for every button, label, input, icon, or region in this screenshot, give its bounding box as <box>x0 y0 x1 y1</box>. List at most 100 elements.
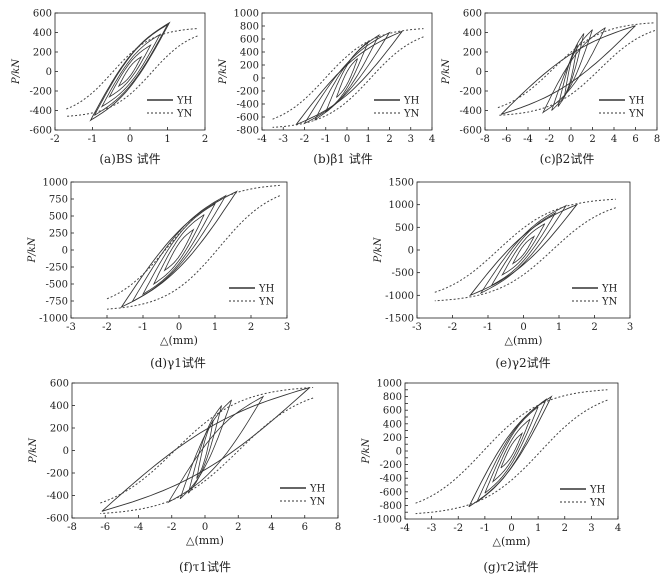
y-axis-label: P/kN <box>218 58 229 85</box>
x-tick-label: -1 <box>480 523 490 534</box>
x-tick-label: -2 <box>167 522 177 533</box>
series-YH-loop <box>89 21 171 122</box>
y-tick-label: 0 <box>46 67 52 78</box>
y-tick-label: 400 <box>463 28 482 39</box>
y-tick-label: 200 <box>383 433 402 444</box>
x-tick-label: -3 <box>427 523 437 534</box>
plot-frame <box>70 181 288 319</box>
x-tick-label: 0 <box>202 522 208 533</box>
x-tick-label: -2 <box>300 134 310 145</box>
x-tick-label: -1 <box>483 322 493 333</box>
y-tick-label: 0 <box>253 74 259 85</box>
x-tick-label: 0 <box>127 134 133 145</box>
y-tick-label: 0 <box>62 246 68 257</box>
panel-f: -8 -6 -4 -2 0 2 4 6 8 -600 -400 -200 0 200 400 600 P/kN △… <box>28 379 341 575</box>
y-tick-label: 800 <box>240 22 259 33</box>
x-axis-label: △(mm) <box>493 535 531 548</box>
y-tick-label: 600 <box>240 35 259 46</box>
x-tick-label: 3 <box>408 134 414 145</box>
panel-caption: (g)τ2试件 <box>483 559 538 574</box>
series-YH-loop <box>108 44 152 98</box>
y-tick-label: 400 <box>33 28 52 39</box>
x-tick-label: -4 <box>134 522 144 533</box>
plot-frame <box>404 382 619 520</box>
panel-d: -3 -2 -1 0 1 2 3 -1000 -750 -500 -250 0 250 500 750 100… <box>27 178 290 371</box>
x-tick-label: 0 <box>520 322 526 333</box>
x-tick-label: -1 <box>321 134 331 145</box>
x-axis-label: △(mm) <box>505 334 543 347</box>
x-tick-label: 1 <box>212 322 218 333</box>
series-YH-loop <box>295 30 403 126</box>
series-YH-loop <box>152 214 205 286</box>
y-tick-label: 600 <box>383 406 402 417</box>
x-tick-label: 8 <box>654 134 660 145</box>
panel-caption: (c)β2试件 <box>540 151 595 166</box>
x-tick-label: -2 <box>448 322 458 333</box>
x-tick-label: 2 <box>589 134 595 145</box>
y-tick-label: -400 <box>30 106 52 117</box>
panel-caption: (b)β1 试件 <box>313 151 372 166</box>
x-tick-label: 0 <box>344 134 350 145</box>
y-tick-label: -500 <box>46 280 68 291</box>
series-YH-loop <box>120 190 238 309</box>
y-tick-label: -250 <box>46 263 68 274</box>
y-tick-label: -1000 <box>373 515 402 526</box>
series-YN-envelope <box>106 184 281 310</box>
y-tick-label: 1000 <box>43 178 68 189</box>
x-tick-label: 1 <box>535 523 541 534</box>
x-tick-label: 0 <box>176 322 182 333</box>
plot-frame <box>416 181 631 319</box>
y-tick-label: 0 <box>396 447 402 458</box>
x-tick-label: -8 <box>480 134 490 145</box>
y-tick-label: 400 <box>383 419 402 430</box>
y-tick-label: -500 <box>392 268 414 279</box>
legend-label: YN <box>309 497 326 508</box>
x-tick-label: 6 <box>632 134 638 145</box>
y-tick-label: 500 <box>395 223 414 234</box>
x-tick-label: 1 <box>556 322 562 333</box>
y-tick-label: -600 <box>380 487 402 498</box>
x-tick-label: 8 <box>335 522 341 533</box>
y-tick-label: -800 <box>380 501 402 512</box>
series-YH-loop <box>188 405 222 494</box>
y-tick-label: 1000 <box>234 9 259 20</box>
legend-label: YN <box>176 109 193 120</box>
plot-area <box>434 198 616 302</box>
y-tick-label: 250 <box>49 229 68 240</box>
series-YH-loop <box>500 25 636 115</box>
y-tick-label: 1000 <box>389 200 414 211</box>
y-tick-label: -400 <box>380 474 402 485</box>
series-YH-loop <box>541 27 606 114</box>
series-YN-envelope <box>434 198 616 302</box>
y-tick-label: -400 <box>460 106 482 117</box>
series-YH-loop <box>500 432 524 469</box>
x-tick-label: 1 <box>365 134 371 145</box>
x-tick-label: 4 <box>429 134 435 145</box>
y-tick-label: -1500 <box>385 314 414 325</box>
x-tick-label: -1 <box>88 134 98 145</box>
series-YH-loop <box>303 31 391 125</box>
y-tick-label: -600 <box>237 113 259 124</box>
series-YN-envelope <box>415 389 608 515</box>
plot-frame <box>71 382 339 519</box>
legend-label: YN <box>628 109 645 120</box>
legend-label: YN <box>601 297 618 308</box>
x-tick-label: -3 <box>278 134 288 145</box>
panel-caption: (a)BS 试件 <box>99 151 160 166</box>
y-tick-label: -1000 <box>39 314 68 325</box>
x-tick-label: -2 <box>50 134 60 145</box>
legend-label: YH <box>601 284 618 295</box>
series-YH-loop <box>336 58 358 98</box>
x-tick-label: -2 <box>453 523 463 534</box>
legend-label: YH <box>309 484 326 495</box>
series-YH-loop <box>117 55 143 88</box>
x-tick-label: 2 <box>202 134 208 145</box>
panel-caption: (d)γ1试件 <box>150 355 206 370</box>
legend-label: YH <box>628 96 645 107</box>
panel-g: -4 -3 -2 -1 0 1 2 3 4 -1000 -800 -600 -400 -200 0 200 40… <box>361 379 621 575</box>
y-tick-label: -400 <box>47 491 69 502</box>
y-tick-label: 400 <box>240 48 259 59</box>
y-tick-label: -600 <box>460 126 482 137</box>
y-tick-label: -600 <box>47 514 69 525</box>
series-YH-loop <box>101 387 311 512</box>
